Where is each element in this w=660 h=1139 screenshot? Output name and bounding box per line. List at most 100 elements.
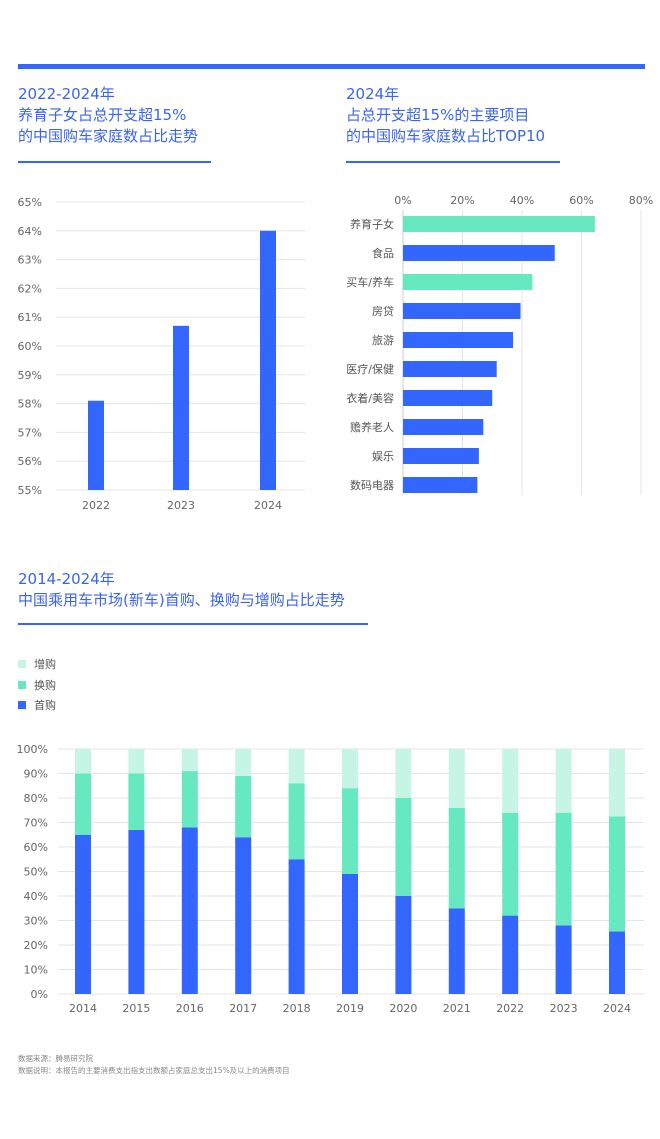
legend-label-first-purchase: 首购 — [34, 699, 56, 712]
chart2-category-label: 赡养老人 — [350, 420, 394, 434]
chart3-bar-2021-s1 — [448, 807, 465, 909]
chart1-ytick-label: 61% — [18, 311, 42, 324]
footnote-source: 数据来源：腾易研究院 — [18, 1054, 93, 1063]
chart3-ytick-label: 10% — [24, 964, 48, 977]
chart2-category-label: 数码电器 — [350, 479, 394, 492]
chart3-bar-2019-s0 — [342, 873, 358, 994]
chart3-ytick-label: 90% — [24, 768, 48, 781]
chart3-ytick-label: 100% — [17, 743, 48, 756]
chart1-xtick-label: 2022 — [82, 499, 110, 512]
chart-family-children-share: 55% 56% 57% 58% 59% 60% 61% 62% 63% 64% 65% 2022 202… — [18, 196, 305, 512]
chart2-category-label: 买车/养车 — [346, 275, 394, 289]
chart2-bar-0 — [403, 216, 595, 232]
footnote-note: 数据说明：本报告的主要消费支出指支出数额占家庭总支出15%及以上的消费项目 — [18, 1066, 290, 1075]
chart3-xtick-label: 2016 — [176, 1002, 204, 1015]
chart2-bar-8 — [403, 448, 479, 464]
chart2-bar-4 — [403, 332, 514, 348]
chart2-bar-1 — [403, 245, 555, 261]
chart1-xtick-label: 2024 — [254, 499, 282, 512]
chart3-bar-2024-s2 — [609, 749, 625, 817]
chart3-xtick-label: 2018 — [283, 1002, 311, 1015]
chart3-bar-2024-s1 — [609, 816, 625, 932]
chart3-bar-2016-s0 — [181, 827, 198, 994]
chart3-xtick-label: 2022 — [496, 1002, 524, 1015]
chart3-bar-2023-s2 — [555, 749, 572, 813]
chart3-bar-2022-s1 — [502, 812, 519, 916]
chart3-bar-2017-s2 — [235, 749, 252, 776]
chart2-title: 2024年 占总开支超15%的主要项目 的中国购车家庭数占比TOP10 — [346, 84, 545, 147]
legend-label-add-purchase: 增购 — [34, 658, 56, 671]
chart1-ytick-label: 56% — [18, 455, 42, 468]
chart-purchase-type-share: 0% 10% 20% 30% 40% 50% 60% 70% 80% 90% 100% 2014 201… — [17, 743, 644, 1015]
chart3-xtick-label: 2020 — [389, 1002, 417, 1015]
chart1-title-line3: 的中国购车家庭数占比走势 — [18, 127, 199, 145]
chart3-ytick-label: 50% — [24, 866, 48, 879]
chart2-bar-7 — [403, 419, 484, 435]
chart3-xtick-label: 2015 — [122, 1002, 150, 1015]
chart1-ytick-label: 59% — [18, 369, 42, 382]
chart3-bar-2015-s2 — [128, 749, 145, 774]
chart3-title: 2014-2024年 中国乘用车市场(新车)首购、换购与增购占比走势 — [18, 569, 345, 611]
chart3-bar-2023-s0 — [555, 925, 572, 994]
chart3-ytick-label: 20% — [24, 939, 48, 952]
chart2-xtick-label: 80% — [629, 194, 653, 207]
chart3-bar-2015-s1 — [128, 773, 145, 830]
chart3-bar-2018-s0 — [288, 859, 305, 994]
chart2-xtick-label: 60% — [569, 194, 593, 207]
legend-swatch-add-purchase — [18, 660, 26, 668]
chart2-bar-2 — [403, 274, 533, 290]
chart3-bar-2021-s0 — [448, 908, 465, 994]
chart3-bar-2019-s1 — [342, 788, 358, 874]
chart3-bar-2014-s2 — [75, 749, 91, 774]
chart3-xtick-label: 2024 — [603, 1002, 631, 1015]
chart3-ytick-label: 70% — [24, 817, 48, 830]
legend-item-add-purchase: 增购 — [18, 659, 56, 671]
chart2-xtick-label: 40% — [510, 194, 534, 207]
legend-item-replacement: 换购 — [18, 680, 56, 692]
chart3-bar-2022-s0 — [502, 915, 519, 994]
chart3-bar-2014-s1 — [75, 773, 91, 835]
chart3-title-line2: 中国乘用车市场(新车)首购、换购与增购占比走势 — [18, 591, 345, 609]
chart2-category-label: 医疗/保健 — [346, 362, 394, 376]
chart2-category-label: 娱乐 — [372, 449, 394, 463]
chart2-category-label: 食品 — [372, 246, 394, 260]
chart1-xtick-label: 2023 — [167, 499, 195, 512]
chart3-bar-2019-s2 — [342, 749, 358, 789]
chart2-bar-5 — [403, 361, 497, 377]
chart1-title: 2022-2024年 养育子女占总开支超15% 的中国购车家庭数占比走势 — [18, 84, 198, 147]
chart3-bar-2015-s0 — [128, 829, 145, 994]
chart1-ytick-label: 55% — [18, 484, 42, 497]
chart2-category-label: 养育子女 — [350, 217, 394, 231]
chart3-bar-2020-s0 — [395, 896, 412, 994]
chart1-ytick-label: 58% — [18, 398, 42, 411]
chart1-ytick-label: 65% — [18, 196, 42, 209]
chart3-bar-2017-s1 — [235, 775, 252, 838]
chart3-bar-2014-s0 — [75, 834, 91, 994]
legend-swatch-replacement — [18, 681, 26, 689]
chart3-ytick-label: 80% — [24, 792, 48, 805]
chart3-ytick-label: 40% — [24, 890, 48, 903]
chart3-title-line1: 2014-2024年 — [18, 570, 115, 588]
top-accent-bar — [18, 64, 645, 69]
chart3-bar-2021-s2 — [448, 749, 465, 808]
legend-item-first-purchase: 首购 — [18, 700, 56, 712]
chart3-title-rule — [18, 623, 368, 625]
chart2-category-label: 房贷 — [372, 304, 394, 318]
chart-top10-expense-items: 0% 20% 40% 60% 80% 养育子女食品买车/养车房贷旅游医疗/保健衣着/美容赡… — [346, 194, 653, 495]
chart1-title-rule — [18, 161, 211, 163]
chart3-bar-2018-s2 — [288, 749, 305, 784]
chart2-title-rule — [346, 161, 560, 163]
chart3-xtick-label: 2019 — [336, 1002, 364, 1015]
chart3-bar-2023-s1 — [555, 812, 572, 926]
chart2-bar-3 — [403, 303, 521, 319]
chart2-bar-6 — [403, 390, 493, 406]
chart1-bar-2022 — [88, 400, 104, 490]
chart3-bar-2024-s0 — [609, 931, 625, 994]
chart2-title-line2: 占总开支超15%的主要项目 — [346, 106, 530, 124]
chart1-ytick-label: 57% — [18, 426, 42, 439]
chart3-ytick-label: 30% — [24, 915, 48, 928]
chart3-xtick-label: 2017 — [229, 1002, 257, 1015]
chart2-category-label: 衣着/美容 — [346, 391, 394, 405]
chart1-ytick-label: 62% — [18, 282, 42, 295]
chart2-xtick-label: 0% — [394, 194, 411, 207]
